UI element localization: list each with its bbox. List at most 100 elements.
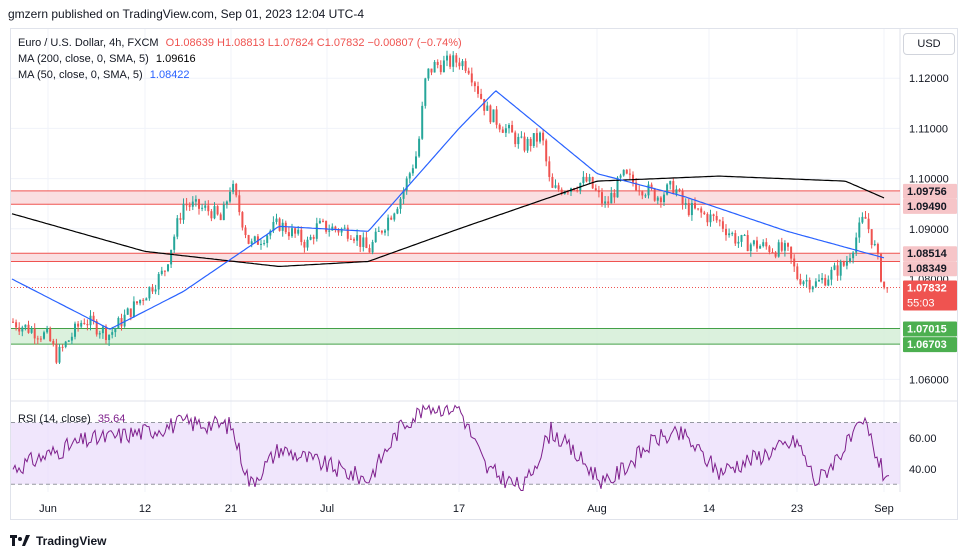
candle [43, 332, 45, 339]
price-tag-bg [903, 261, 957, 277]
candle [461, 61, 464, 67]
candle [625, 169, 628, 174]
candle [517, 136, 520, 145]
candle [393, 213, 396, 220]
candle [709, 214, 712, 223]
legend-rsi: RSI (14, close) 35.64 [18, 412, 125, 426]
candle [752, 240, 755, 245]
price-tag: 1.07832 55:03 [903, 280, 957, 311]
candle [663, 194, 665, 203]
candle [802, 281, 805, 285]
candle [24, 324, 27, 328]
candle [325, 220, 328, 232]
candle [436, 61, 439, 65]
candle [312, 236, 315, 239]
price-tag: 1.09490 [903, 198, 957, 214]
candle [718, 220, 721, 222]
candle [715, 216, 718, 221]
candle [566, 191, 569, 193]
candle [210, 211, 213, 219]
price-tag: 1.07015 [903, 321, 957, 337]
candle [343, 227, 346, 229]
currency-button[interactable]: USD [903, 33, 955, 55]
candle [694, 203, 696, 209]
candle [582, 176, 585, 183]
candle [576, 190, 579, 192]
price-tag-bg [903, 280, 957, 311]
moving-averages [11, 90, 885, 330]
candle [442, 60, 445, 73]
candle [374, 231, 377, 243]
candle [139, 299, 142, 304]
price-tag-text: 1.07832 [907, 282, 947, 294]
candle [213, 206, 216, 219]
candle [83, 322, 86, 324]
candle [77, 323, 80, 327]
candle [173, 236, 176, 250]
candle [635, 182, 638, 191]
candle [532, 133, 535, 147]
candle [501, 129, 504, 133]
candle [188, 205, 191, 207]
candle [681, 190, 684, 205]
footer: TradingView [10, 531, 106, 551]
candle [12, 321, 14, 323]
candle [604, 201, 607, 204]
price-tag: 1.09756 [903, 183, 957, 199]
candle [601, 192, 603, 204]
candle [117, 317, 120, 329]
candle [656, 197, 659, 201]
candle [49, 328, 52, 342]
candle [148, 286, 151, 299]
candle [241, 212, 244, 228]
candle [470, 73, 473, 83]
rsi-tick-label: 60.00 [909, 433, 937, 445]
candle [253, 236, 256, 242]
footer-brand: TradingView [36, 534, 107, 548]
candle [145, 298, 148, 301]
candle [61, 346, 64, 348]
chart-frame [10, 28, 958, 520]
candle [619, 175, 622, 178]
price-tag: 1.06703 [903, 337, 957, 353]
price-tag: 1.08349 [903, 261, 957, 277]
x-tick-label: 23 [791, 503, 803, 515]
price-tag-bg [903, 321, 957, 337]
candle [678, 189, 681, 191]
price-tag-text: 1.07015 [907, 323, 947, 335]
price-tag-text: 1.09756 [907, 186, 947, 198]
candle [179, 218, 182, 220]
candle [303, 241, 306, 248]
candle [151, 286, 154, 292]
candle [836, 265, 839, 276]
resistance-zone [11, 190, 900, 205]
candle [464, 61, 467, 71]
candle [331, 226, 334, 231]
candle [728, 233, 731, 236]
candle [55, 344, 58, 363]
candle [539, 132, 541, 142]
candle [746, 235, 749, 252]
candle [356, 235, 359, 241]
candle [353, 239, 355, 241]
candles [12, 50, 889, 365]
candle [452, 55, 455, 67]
candle [721, 221, 724, 229]
candle [126, 308, 129, 315]
candle [827, 279, 830, 286]
time-axis: Jun 12 21 Jul 17 Aug 14 23 Sep [39, 503, 894, 515]
rsi-tick-label: 40.00 [909, 464, 937, 476]
candle [480, 93, 483, 99]
candle [39, 338, 42, 340]
candle [535, 133, 538, 142]
x-tick-label: Jul [320, 503, 334, 515]
candle [607, 201, 610, 204]
candle [198, 199, 200, 209]
price-tag-bg [903, 337, 957, 353]
candle [15, 322, 18, 328]
candle [514, 132, 517, 145]
candle [315, 223, 318, 239]
candle [157, 274, 160, 290]
candle [399, 198, 402, 209]
